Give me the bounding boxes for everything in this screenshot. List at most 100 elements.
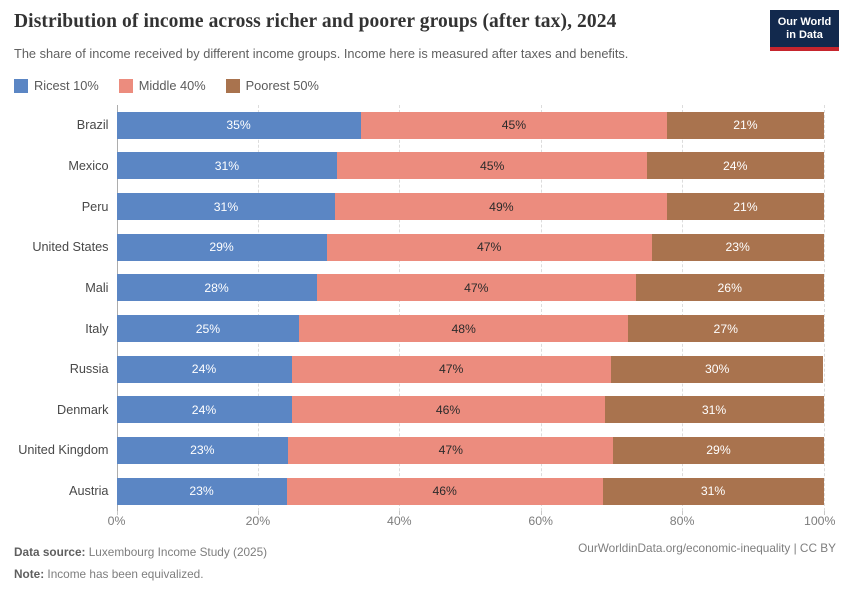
bar-segment-middle-40-: 47% [288, 436, 614, 464]
footer-datasource-text: Luxembourg Income Study (2025) [85, 545, 268, 559]
footer-left: Data source: Luxembourg Income Study (20… [14, 541, 267, 585]
bar-value-label: 24% [191, 402, 217, 417]
bar-rows: Brazil 35% 45% 21% Mexico 31% 45% 24% Peru 31% 49%… [0, 105, 850, 511]
footer-datasource-label: Data source: [14, 545, 86, 559]
country-label: United Kingdom [18, 443, 109, 458]
bar-value-label: 23% [725, 240, 750, 255]
bar-segment-middle-40-: 45% [360, 111, 668, 139]
bar-segment-poorest-50-: 29% [613, 436, 824, 464]
owid-logo[interactable]: Our World in Data [770, 10, 839, 51]
country-label: Italy [85, 321, 109, 336]
country-label: Austria [69, 484, 109, 499]
bar-value-label: 46% [435, 402, 461, 417]
owid-logo-line1: Our World [777, 16, 832, 28]
bar-segment-middle-40-: 45% [337, 152, 647, 180]
bar-row: Denmark 24% 46% 31% [0, 389, 850, 430]
x-axis-tick-label: 0% [107, 514, 126, 528]
bar-track: 28% 47% 26% [116, 274, 824, 302]
bar-row: Russia 24% 47% 30% [0, 349, 850, 390]
bar-segment-middle-40-: 49% [335, 193, 668, 221]
bar-segment-middle-40-: 47% [316, 274, 636, 302]
footer-datasource: Data source: Luxembourg Income Study (20… [14, 541, 267, 563]
bar-value-label: 47% [438, 362, 464, 377]
bar-track: 31% 49% 21% [116, 193, 824, 221]
bar-value-label: 31% [700, 484, 726, 499]
country-label: Denmark [57, 402, 109, 417]
x-axis: 0% 20% 40% 60% 80% 100% [108, 514, 836, 530]
bar-value-label: 47% [464, 280, 489, 295]
bar-segment-middle-40-: 47% [326, 233, 652, 261]
bar-segment-ricest-10-: 23% [116, 477, 287, 505]
bar-value-label: 29% [209, 240, 234, 255]
bar-track: 24% 47% 30% [116, 355, 824, 383]
x-axis-tick-label: 100% [803, 514, 836, 528]
legend: Ricest 10% Middle 40% Poorest 50% [14, 78, 319, 93]
footer-citation-link[interactable]: OurWorldinData.org/economic-inequality |… [578, 541, 836, 555]
legend-label: Poorest 50% [245, 78, 319, 93]
bar-segment-ricest-10-: 28% [116, 274, 317, 302]
owid-logo-line2: in Data [786, 29, 823, 41]
bar-segment-ricest-10-: 25% [116, 315, 300, 343]
bar-value-label: 27% [713, 321, 738, 336]
bar-value-label: 35% [226, 118, 251, 133]
country-label: Mali [85, 280, 109, 295]
bar-value-label: 23% [189, 484, 214, 499]
bar-segment-poorest-50-: 31% [604, 396, 824, 424]
bar-row: United States 29% 47% 23% [0, 227, 850, 268]
bar-segment-ricest-10-: 31% [116, 193, 336, 221]
bar-segment-middle-40-: 46% [291, 396, 605, 424]
bar-value-label: 26% [717, 280, 742, 295]
bar-value-label: 23% [190, 443, 215, 458]
bar-value-label: 49% [489, 199, 514, 214]
bar-track: 25% 48% 27% [116, 315, 824, 343]
bar-track: 23% 46% 31% [116, 477, 824, 505]
bar-segment-poorest-50-: 23% [651, 233, 824, 261]
footer-note-label: Note: [14, 567, 45, 581]
legend-item-poorest-50: Poorest 50% [225, 78, 319, 93]
bar-value-label: 30% [704, 362, 730, 377]
bar-segment-ricest-10-: 24% [116, 355, 292, 383]
country-label: Peru [81, 199, 109, 214]
legend-swatch-poorest-50 [225, 78, 240, 93]
bar-track: 23% 47% 29% [116, 436, 824, 464]
bar-segment-ricest-10-: 31% [116, 152, 338, 180]
bar-value-label: 45% [479, 158, 505, 173]
bar-segment-poorest-50-: 24% [646, 152, 824, 180]
x-axis-tick-label: 20% [245, 514, 271, 528]
bar-track: 35% 45% 21% [116, 111, 824, 139]
bar-segment-poorest-50-: 21% [667, 193, 824, 221]
country-label: Mexico [68, 158, 109, 173]
bar-value-label: 24% [191, 362, 217, 377]
bar-segment-ricest-10-: 29% [116, 233, 327, 261]
country-label: Russia [69, 362, 109, 377]
bar-value-label: 21% [733, 118, 758, 133]
bar-segment-ricest-10-: 23% [116, 436, 289, 464]
bar-segment-ricest-10-: 24% [116, 396, 292, 424]
stacked-bar-chart: Brazil 35% 45% 21% Mexico 31% 45% 24% Peru 31% 49%… [0, 105, 850, 515]
bar-value-label: 21% [733, 199, 758, 214]
bar-value-label: 48% [451, 321, 476, 336]
bar-value-label: 29% [706, 443, 731, 458]
bar-row: Austria 23% 46% 31% [0, 471, 850, 512]
bar-value-label: 25% [195, 321, 221, 336]
bar-value-label: 31% [701, 402, 727, 417]
legend-item-middle-40: Middle 40% [118, 78, 206, 93]
bar-segment-poorest-50-: 27% [627, 315, 824, 343]
legend-label: Ricest 10% [34, 78, 99, 93]
legend-item-ricest-10: Ricest 10% [14, 78, 99, 93]
footer-note: Note: Income has been equivalized. [14, 563, 267, 585]
bar-row: Mali 28% 47% 26% [0, 268, 850, 309]
bar-value-label: 46% [432, 484, 457, 499]
bar-row: Italy 25% 48% 27% [0, 308, 850, 349]
country-label: United States [32, 240, 109, 255]
bar-value-label: 47% [438, 443, 463, 458]
bar-track: 31% 45% 24% [116, 152, 824, 180]
footer-note-text: Income has been equivalized. [44, 567, 204, 581]
bar-segment-poorest-50-: 30% [610, 355, 824, 383]
bar-segment-poorest-50-: 31% [602, 477, 824, 505]
chart-subtitle: The share of income received by differen… [14, 46, 629, 61]
bar-segment-ricest-10-: 35% [116, 111, 361, 139]
bar-segment-poorest-50-: 26% [635, 274, 824, 302]
legend-label: Middle 40% [138, 78, 206, 93]
